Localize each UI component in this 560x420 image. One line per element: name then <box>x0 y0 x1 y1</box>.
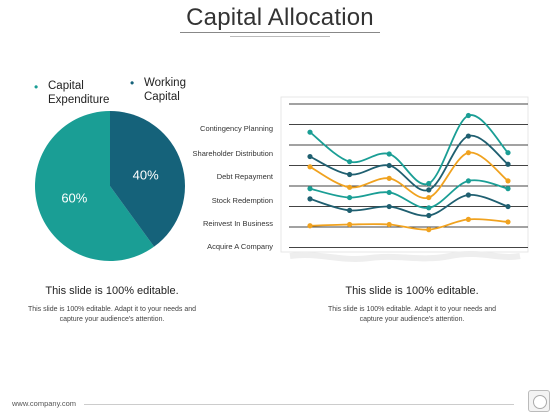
series-6-point-3 <box>386 221 392 228</box>
series-2-point-6 <box>505 161 511 167</box>
series-3-point-3 <box>386 175 392 181</box>
series-1-point-2 <box>347 159 353 165</box>
category-label-acquire-a-company: Acquire A Company <box>207 242 273 251</box>
series-1-point-5 <box>465 112 471 119</box>
series-2-point-4 <box>426 187 432 193</box>
series-6-point-2 <box>347 221 353 228</box>
series-5-point-4 <box>426 212 432 219</box>
series-5-point-6 <box>505 203 511 210</box>
series-1-point-3 <box>386 151 392 157</box>
series-4-point-4 <box>426 205 432 211</box>
series-3-point-1 <box>307 164 313 170</box>
line-chart-frame <box>280 96 529 253</box>
title-underline <box>180 32 380 33</box>
pie-label-capital-expenditure: 60% <box>61 191 87 206</box>
series-4-point-2 <box>347 194 353 201</box>
series-5-point-5 <box>465 192 471 198</box>
pie-slice-working-capital <box>110 111 185 247</box>
left-caption-heading: This slide is 100% editable. <box>45 285 179 297</box>
series-3-point-2 <box>347 184 353 190</box>
series-3-point-5 <box>465 150 471 156</box>
series-line-2 <box>309 134 509 192</box>
series-line-3 <box>309 151 509 199</box>
footer-divider <box>84 404 514 405</box>
series-2-point-5 <box>465 133 471 139</box>
legend-label-capital-expenditure: Capital Expenditure <box>48 80 110 106</box>
title-underline-short <box>230 36 330 37</box>
logo-badge-icon <box>528 390 550 412</box>
series-2-point-1 <box>307 153 313 160</box>
series-6-point-1 <box>307 223 313 229</box>
series-4-point-6 <box>505 186 511 192</box>
pie-slice-capital-expenditure <box>34 111 155 261</box>
series-2-point-3 <box>386 162 392 169</box>
footer-url: www.company.com <box>12 399 77 408</box>
right-caption-body: This slide is 100% editable. Adapt it to… <box>327 306 497 323</box>
category-label-reinvest-in-business: Reinvest In Business <box>202 219 273 228</box>
series-3-point-6 <box>505 178 511 184</box>
series-3-point-4 <box>426 194 432 201</box>
series-6-point-4 <box>426 227 432 233</box>
left-caption-body: This slide is 100% editable. Adapt it to… <box>27 306 197 323</box>
legend-swatch-working-capital: • <box>130 76 135 90</box>
series-1-point-1 <box>307 129 313 135</box>
series-line-6 <box>309 218 509 231</box>
legend-swatch-capital-expenditure: • <box>34 80 39 94</box>
category-label-contingency-planning: Contingency Planning <box>200 124 273 133</box>
chart-reflection <box>289 251 521 262</box>
category-label-shareholder-distribution: Shareholder Distribution <box>192 149 273 158</box>
series-1-point-6 <box>505 150 511 156</box>
series-line-1 <box>309 114 509 186</box>
page-title: Capital Allocation <box>186 4 374 31</box>
series-4-point-3 <box>386 189 392 196</box>
series-5-point-1 <box>307 196 313 202</box>
category-label-debt-repayment: Debt Repayment <box>216 172 273 181</box>
series-4-point-1 <box>307 186 313 192</box>
series-1-point-4 <box>426 180 432 187</box>
pie-label-working-capital: 40% <box>133 167 159 182</box>
series-5-point-3 <box>386 203 392 210</box>
series-5-point-2 <box>347 207 353 213</box>
right-caption-heading: This slide is 100% editable. <box>345 285 479 297</box>
series-6-point-6 <box>505 219 511 225</box>
category-label-stock-redemption: Stock Redemption <box>211 196 273 205</box>
legend-label-working-capital: Working Capital <box>144 77 186 103</box>
series-4-point-5 <box>465 178 471 184</box>
series-2-point-2 <box>347 171 353 178</box>
series-line-5 <box>309 194 509 217</box>
series-6-point-5 <box>465 216 471 222</box>
series-line-4 <box>309 179 509 209</box>
